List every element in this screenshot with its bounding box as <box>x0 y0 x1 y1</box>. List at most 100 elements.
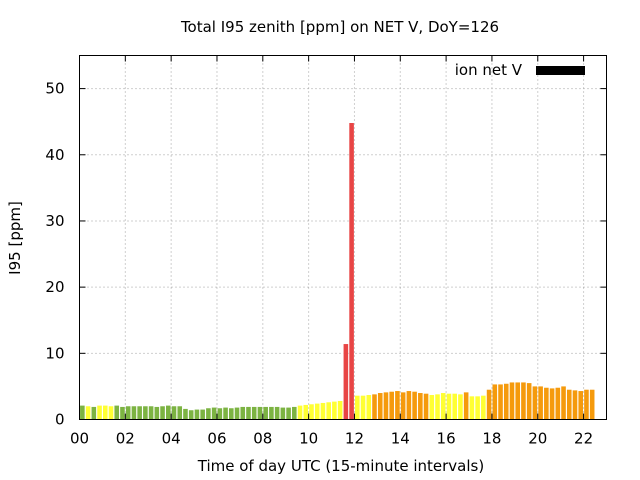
x-tick-label: 22 <box>574 430 593 448</box>
bar <box>503 383 509 420</box>
bar <box>446 393 452 420</box>
bar <box>435 394 440 420</box>
legend: ion net V <box>455 61 585 79</box>
bar <box>183 408 188 420</box>
bar <box>263 406 268 420</box>
bar <box>440 393 446 420</box>
bar <box>566 389 572 420</box>
bar <box>160 406 165 420</box>
bar <box>326 402 331 420</box>
bar <box>377 393 383 420</box>
y-tick-label: 10 <box>45 344 64 362</box>
bar <box>498 384 503 420</box>
bar <box>584 389 589 420</box>
bar <box>400 392 406 420</box>
x-tick-label: 12 <box>345 430 364 448</box>
x-tick-label: 16 <box>437 430 456 448</box>
bar <box>366 395 372 420</box>
bar <box>85 406 91 420</box>
bar <box>452 393 457 420</box>
bar <box>458 394 463 420</box>
bar <box>97 405 102 420</box>
x-tick-label: 18 <box>482 430 501 448</box>
x-axis-label: Time of day UTC (15-minute intervals) <box>197 457 484 475</box>
x-tick-label: 14 <box>391 430 410 448</box>
bar <box>572 390 578 420</box>
y-tick-label: 0 <box>55 411 65 429</box>
x-tick-label: 20 <box>528 430 547 448</box>
bar <box>481 395 486 420</box>
y-tick-label: 40 <box>45 146 64 164</box>
bar <box>532 386 538 420</box>
y-axis-label: I95 [ppm] <box>6 201 24 275</box>
bar <box>206 408 211 420</box>
y-tick-label: 20 <box>45 278 64 296</box>
bar <box>469 396 475 420</box>
bar <box>131 406 137 420</box>
bar <box>314 403 320 420</box>
grid-lines <box>79 55 607 420</box>
bar <box>200 409 205 420</box>
legend-swatch <box>536 66 585 75</box>
bar <box>406 391 412 420</box>
plot-frame <box>79 55 607 420</box>
bar <box>211 407 217 420</box>
bar <box>148 406 154 420</box>
x-tick-label: 10 <box>299 430 318 448</box>
bar <box>332 401 337 420</box>
bar <box>389 391 394 420</box>
bar <box>217 408 223 420</box>
bar <box>589 389 595 420</box>
bar <box>555 387 561 420</box>
bar <box>486 389 492 420</box>
bar <box>240 406 246 420</box>
bar <box>251 406 257 420</box>
bar <box>303 404 309 420</box>
bar <box>526 383 532 420</box>
bar <box>80 405 85 420</box>
bar <box>165 405 171 420</box>
chart-title: Total I95 zenith [ppm] on NET V, DoY=126 <box>180 18 499 36</box>
bar <box>309 404 314 420</box>
x-tick-label: 08 <box>253 430 272 448</box>
bar <box>280 407 286 420</box>
bar <box>246 406 251 420</box>
bar <box>475 396 480 420</box>
x-tick-label: 04 <box>162 430 181 448</box>
bar <box>194 409 200 420</box>
bar <box>349 123 354 420</box>
bar <box>137 406 142 420</box>
bar <box>418 393 423 420</box>
bar <box>229 408 234 420</box>
x-tick-label: 00 <box>70 430 89 448</box>
bar <box>102 405 108 420</box>
bar <box>538 386 543 420</box>
bar <box>509 382 515 420</box>
x-tick-label: 06 <box>207 430 226 448</box>
bar <box>395 391 400 420</box>
x-axis: 00 02 04 06 08 10 12 14 16 18 20 22 <box>70 55 593 448</box>
bar <box>108 406 114 420</box>
bar <box>429 395 435 420</box>
y-tick-label: 50 <box>45 80 64 98</box>
bar <box>463 392 469 420</box>
bar <box>269 406 274 420</box>
bar <box>521 382 526 420</box>
bar <box>257 406 263 420</box>
bar <box>114 405 120 420</box>
bar <box>549 388 555 420</box>
bar <box>515 382 521 420</box>
bar <box>154 406 160 420</box>
bar <box>355 395 360 420</box>
bar <box>343 344 349 420</box>
bar <box>492 384 498 420</box>
bar <box>360 395 366 420</box>
bar <box>372 394 377 420</box>
bar <box>561 386 566 420</box>
bar <box>544 387 549 420</box>
bar <box>234 407 240 420</box>
bar <box>337 400 343 420</box>
bar <box>91 406 97 420</box>
bar <box>120 406 125 420</box>
